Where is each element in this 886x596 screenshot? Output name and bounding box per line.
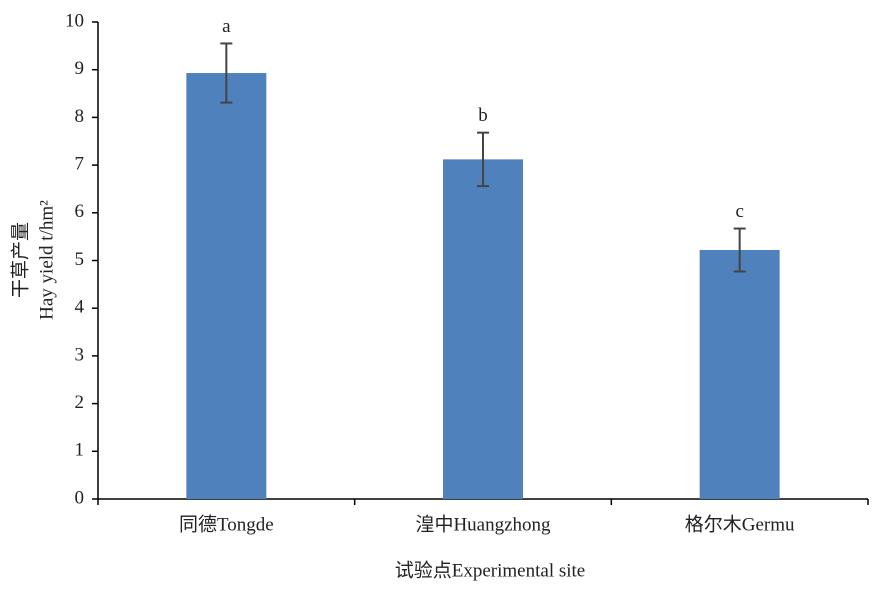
error-bar bbox=[733, 227, 746, 273]
x-axis-title: 试验点Experimental site bbox=[395, 559, 585, 581]
y-tick-label: 0 bbox=[75, 487, 85, 508]
y-tick-label: 10 bbox=[65, 10, 84, 31]
y-tick-label: 3 bbox=[75, 344, 85, 365]
significance-letter: b bbox=[478, 105, 488, 126]
y-axis-title: Hay yield t/hm² bbox=[36, 200, 57, 320]
y-tick-label: 6 bbox=[75, 201, 85, 222]
y-tick-label: 8 bbox=[75, 106, 85, 127]
y-tick-label: 9 bbox=[75, 58, 85, 79]
x-tick-label: 同德Tongde bbox=[179, 513, 274, 535]
y-axis-title: 干草产量 bbox=[9, 222, 31, 298]
significance-letter: a bbox=[222, 16, 231, 37]
bar bbox=[186, 73, 267, 499]
y-tick-label: 1 bbox=[75, 440, 85, 461]
bar bbox=[699, 250, 780, 499]
x-tick-label: 湟中Huangzhong bbox=[415, 513, 551, 535]
significance-letter: c bbox=[735, 201, 743, 222]
y-tick-label: 2 bbox=[75, 392, 85, 413]
bar bbox=[443, 159, 523, 499]
error-bar bbox=[220, 42, 233, 104]
y-tick-label: 5 bbox=[75, 249, 85, 270]
y-tick-label: 4 bbox=[75, 297, 85, 318]
y-tick-label: 7 bbox=[75, 153, 85, 174]
x-tick-label: 格尔木Germu bbox=[685, 513, 795, 535]
error-bar bbox=[477, 131, 489, 188]
